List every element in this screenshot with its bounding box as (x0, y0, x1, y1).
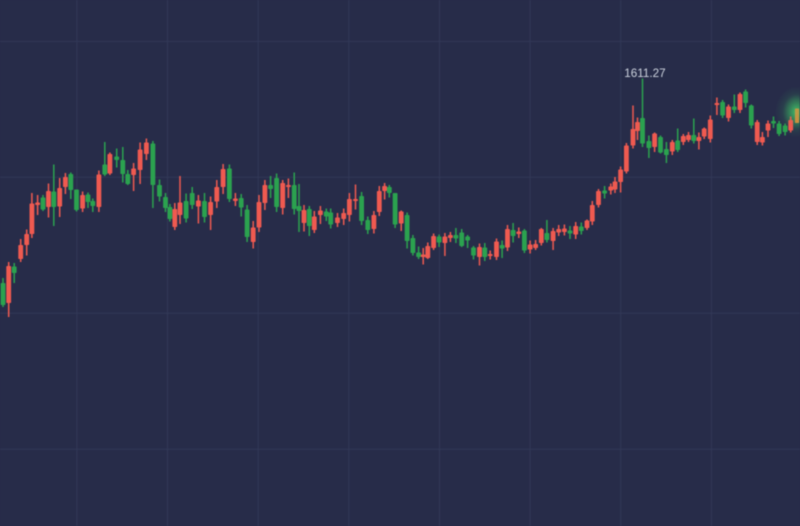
svg-text:1611.27: 1611.27 (624, 67, 665, 80)
